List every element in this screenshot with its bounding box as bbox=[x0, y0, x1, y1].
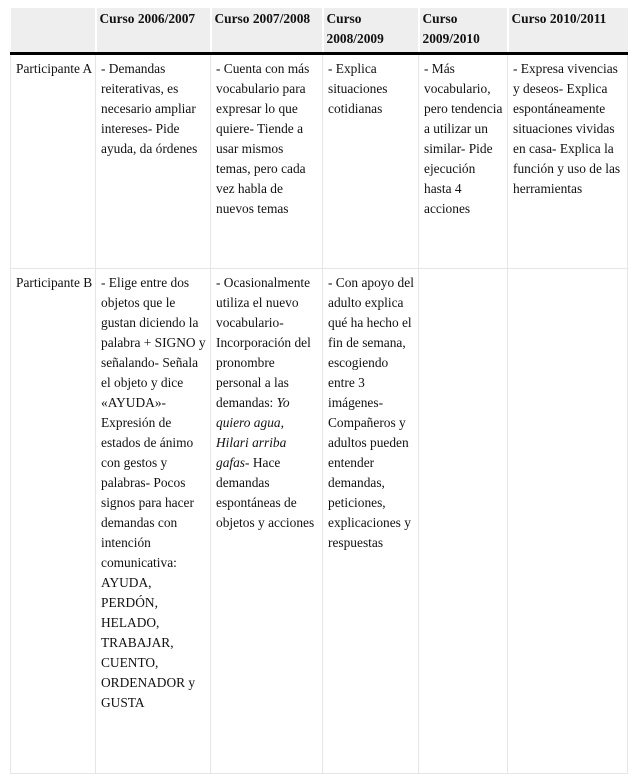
table-cell: - Ocasionalmente utiliza el nuevo vocabu… bbox=[210, 268, 323, 774]
italic-text: Yo quiero agua, Hilari arriba gafas bbox=[216, 395, 290, 470]
header-2010-2011: Curso 2010/2011 bbox=[506, 8, 628, 55]
cell-text: - Ocasionalmente utiliza el nuevo vocabu… bbox=[216, 275, 311, 410]
cell-text: - Con apoyo del adulto explica qué ha he… bbox=[328, 275, 414, 550]
table-cell: - Cuenta con más vocabulario para expres… bbox=[210, 53, 323, 269]
cell-text: - Más vocabulario, pero tendencia a util… bbox=[424, 61, 503, 216]
cell-text: - Elige entre dos objetos que le gustan … bbox=[101, 275, 206, 710]
header-2008-2009: Curso 2008/2009 bbox=[321, 8, 419, 55]
cell-text: - Expresa vivencias y deseos- Explica es… bbox=[513, 61, 621, 196]
cell-text: - Cuenta con más vocabulario para expres… bbox=[216, 61, 310, 216]
table-row: Participante A - Demandas reiterativas, … bbox=[10, 53, 628, 269]
row-label: Participante A bbox=[10, 53, 96, 269]
header-empty bbox=[10, 8, 96, 55]
header-2007-2008: Curso 2007/2008 bbox=[209, 8, 323, 55]
table-cell: - Más vocabulario, pero tendencia a util… bbox=[418, 53, 508, 269]
table-cell bbox=[507, 268, 628, 774]
row-label: Participante B bbox=[10, 268, 96, 774]
table-cell: - Explica situaciones cotidianas bbox=[322, 53, 419, 269]
table-cell: - Expresa vivencias y deseos- Explica es… bbox=[507, 53, 628, 269]
table-cell: - Con apoyo del adulto explica qué ha he… bbox=[322, 268, 419, 774]
table-cell bbox=[418, 268, 508, 774]
table-row: Participante B - Elige entre dos objetos… bbox=[10, 268, 628, 774]
header-2009-2010: Curso 2009/2010 bbox=[417, 8, 508, 55]
cell-text: - Demandas reiterativas, es necesario am… bbox=[101, 61, 198, 156]
comparison-table: Curso 2006/2007 Curso 2007/2008 Curso 20… bbox=[10, 8, 628, 774]
cell-text: - Hace demandas espontáneas de objetos y… bbox=[216, 455, 315, 530]
header-2006-2007: Curso 2006/2007 bbox=[94, 8, 211, 55]
header-row: Curso 2006/2007 Curso 2007/2008 Curso 20… bbox=[10, 8, 628, 55]
table-cell: - Elige entre dos objetos que le gustan … bbox=[95, 268, 211, 774]
table-cell: - Demandas reiterativas, es necesario am… bbox=[95, 53, 211, 269]
cell-text: - Explica situaciones cotidianas bbox=[328, 61, 388, 116]
